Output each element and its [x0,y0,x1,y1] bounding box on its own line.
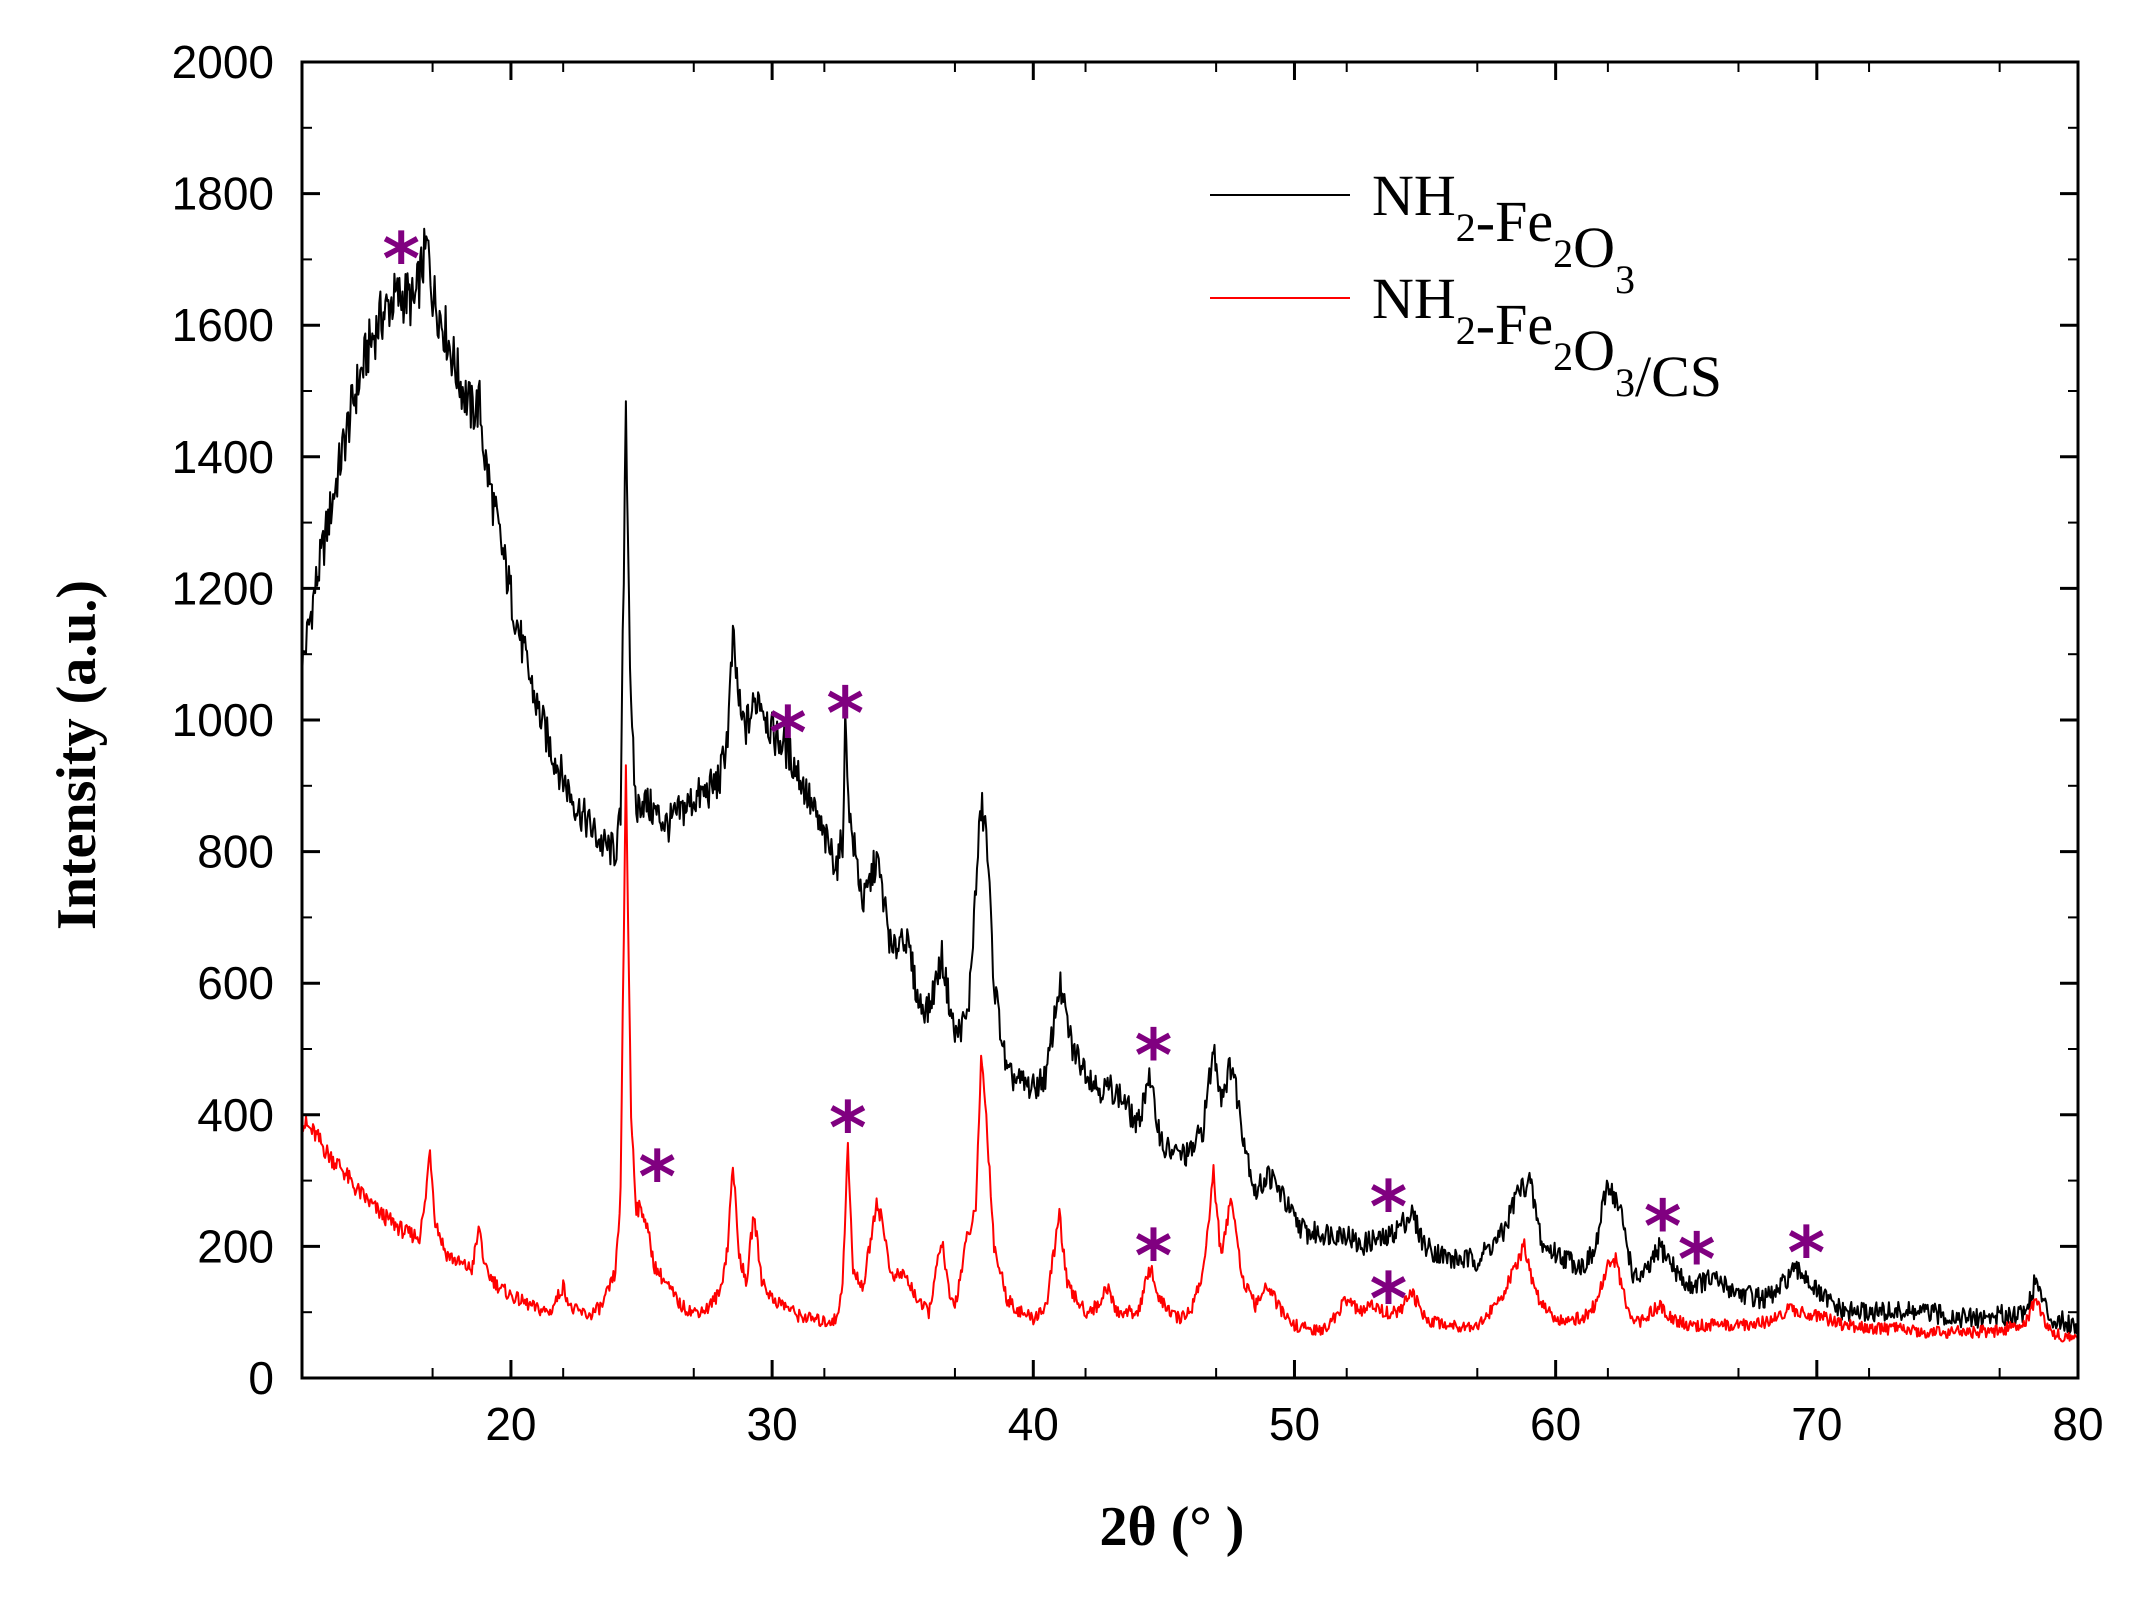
x-tick-label: 20 [485,1398,536,1450]
tick-layer: 20 30 40 50 60 70 8002004006008001000120014001… [172,36,2104,1450]
y-tick-label: 200 [197,1220,274,1272]
x-tick-label: 30 [747,1398,798,1450]
x-tick-label: 50 [1269,1398,1320,1450]
peak-marker-star: * [1135,1013,1173,1097]
legend-label: NH2-Fe2O3 [1372,163,1635,302]
y-tick-label: 600 [197,957,274,1009]
x-tick-label: 80 [2052,1398,2103,1450]
peak-marker-star: * [1678,1217,1716,1301]
y-tick-label: 1200 [172,562,274,614]
x-tick-label: 70 [1791,1398,1842,1450]
peak-marker-star: * [769,691,807,775]
peak-marker-star: * [826,671,864,755]
peak-marker-star: * [1644,1185,1682,1269]
series-layer [301,227,2079,1343]
x-tick-label: 40 [1008,1398,1059,1450]
y-tick-label: 1800 [172,168,274,220]
x-tick-label: 60 [1530,1398,1581,1450]
peak-marker-star: * [1370,1165,1408,1249]
y-axis-title: Intensity (a.u.) [46,580,108,930]
peak-marker-star: * [1135,1214,1173,1298]
y-tick-label: 0 [248,1352,274,1404]
y-tick-label: 400 [197,1089,274,1141]
y-tick-label: 1400 [172,431,274,483]
series-line-nh2-fe2o3 [301,227,2079,1335]
peak-marker-star: * [638,1135,676,1219]
peak-marker-star: * [1370,1257,1408,1341]
x-axis-title: 2θ (° ) [1100,1496,1245,1558]
peak-marker-star: * [1788,1211,1826,1295]
peak-marker-star: * [829,1086,867,1170]
annotation-layer: ** ********* * [382,217,1825,1341]
y-tick-label: 2000 [172,36,274,88]
peak-marker-star: * [382,217,420,301]
y-tick-label: 1600 [172,299,274,351]
legend-label: NH2-Fe2O3/CS [1372,266,1722,409]
y-tick-label: 800 [197,826,274,878]
series-line-nh2-fe2o3-cs [302,764,2079,1343]
y-tick-label: 1000 [172,694,274,746]
